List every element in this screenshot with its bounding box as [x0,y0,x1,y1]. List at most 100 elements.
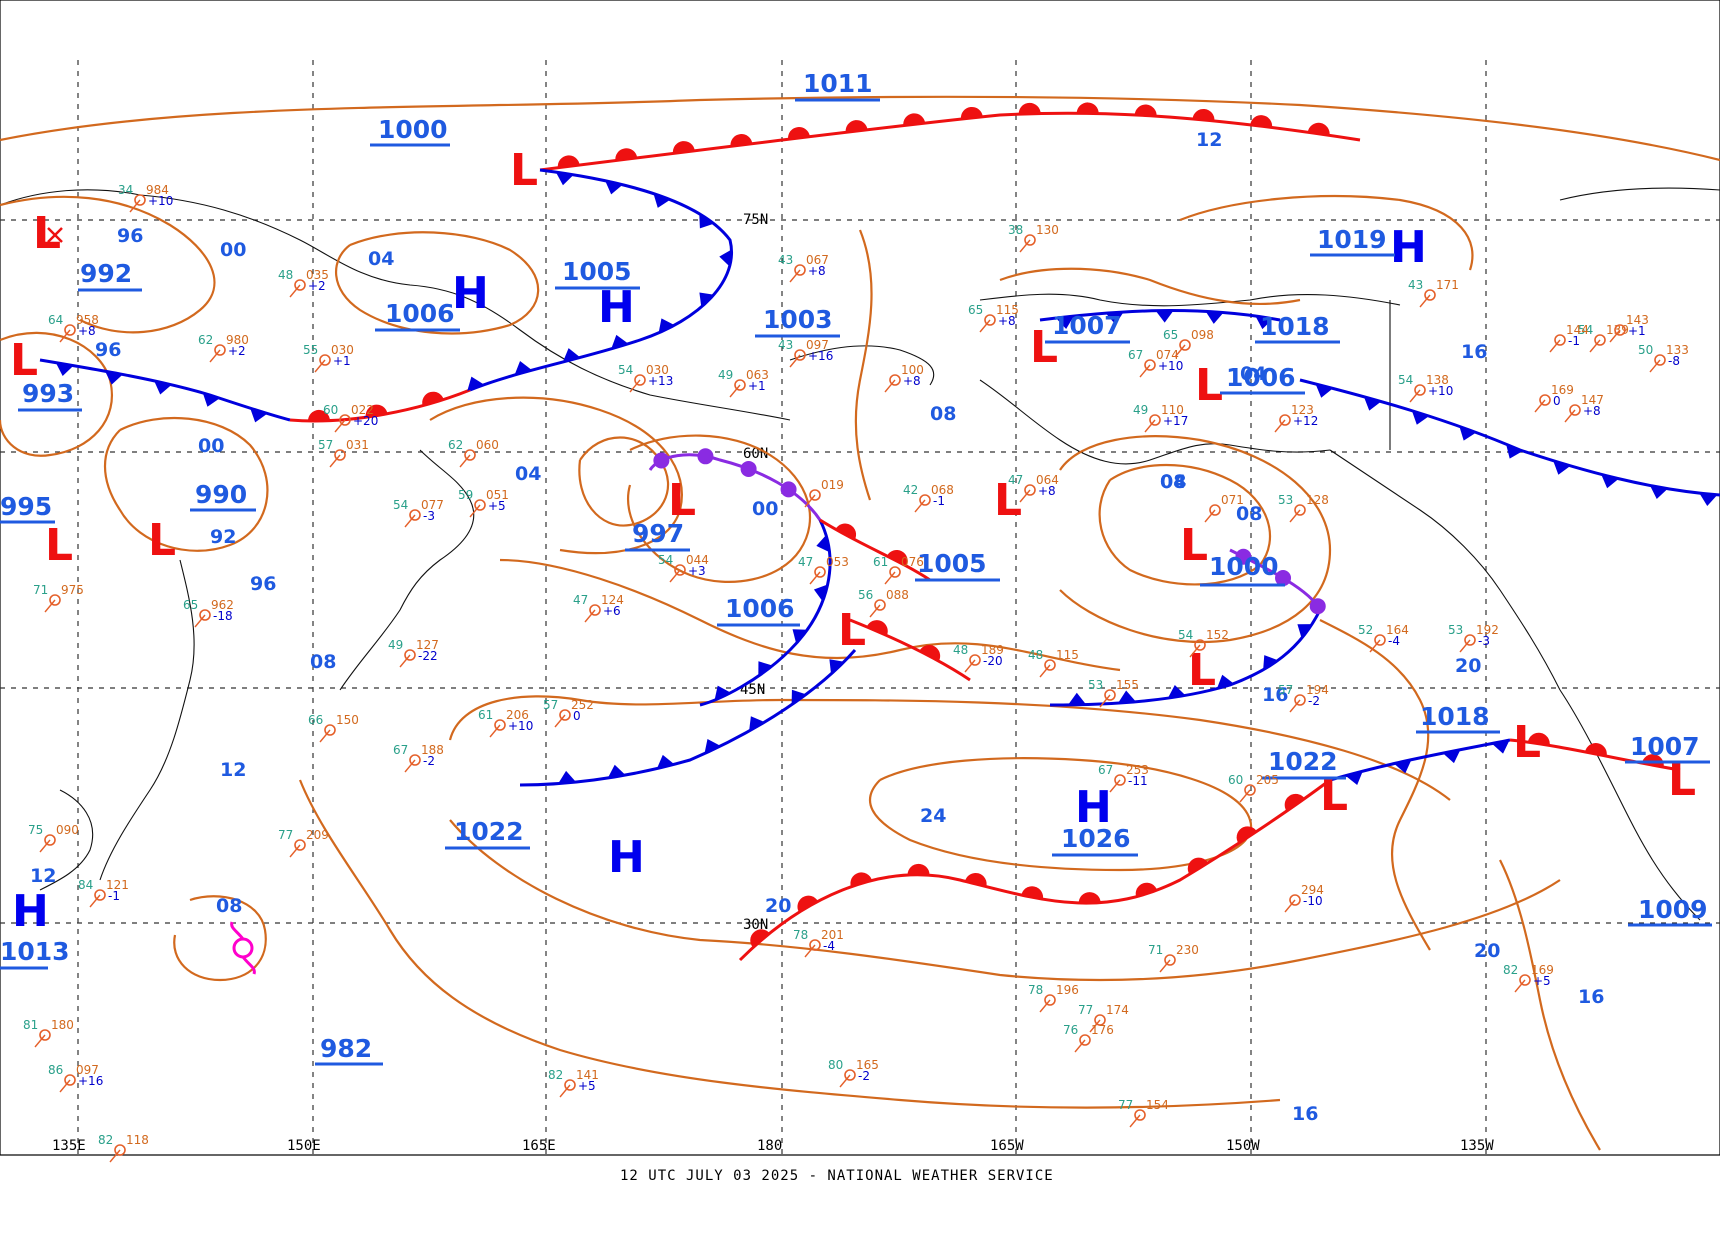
lon-label-135w: 135W [1460,1138,1494,1154]
station-pressure: 143 [1626,313,1649,327]
station-circle [674,564,686,576]
warm-front-semicircle [557,155,580,168]
station-temperature: 49 [1133,403,1148,417]
cold-front-triangle [1105,311,1124,325]
station-plot: 57 194-2 [1278,683,1329,713]
svg-text:00: 00 [752,498,778,520]
station-temperature: 43 [778,253,793,267]
station-plot: 82 118 [98,1133,149,1163]
svg-text:96: 96 [117,225,143,247]
svg-text:992: 992 [80,259,132,288]
station-plot: 49 110+17 [1133,403,1188,433]
svg-text:1011: 1011 [803,69,873,98]
warm-front-semicircle [886,549,908,566]
wind-barb [469,504,481,518]
wind-barb [314,359,326,373]
station-plot: 48 035+2 [278,268,329,298]
cold-front-symbols [714,534,830,701]
station-circle [324,724,336,736]
svg-text:1013: 1013 [0,937,70,966]
high-center: 1006 [717,594,800,627]
warm-front-aleutian [849,618,971,682]
high-center: 1003 [755,305,840,338]
station-temperature: 60 [1228,773,1243,787]
station-pressure: 068 [931,483,954,497]
station-pressure-tendency: +20 [353,414,378,428]
station-plot: 77 174 [1078,1003,1129,1033]
station-pressure-tendency: +2 [228,344,246,358]
station-pressure-tendency: +2 [308,279,326,293]
cold-front-symbols [1315,383,1718,506]
wind-barb [329,454,341,468]
station-plot: 67 253-11 [1098,763,1149,793]
station-circle [589,604,601,616]
cold-front-triangle [1055,316,1074,330]
station-plot: 43 097+16 [778,338,833,368]
station-circle [889,374,901,386]
svg-text:H: H [12,886,49,937]
warm-front-symbols [307,391,444,422]
warm-front-semicircle [1307,122,1330,136]
station-temperature: 54 [393,498,408,512]
cold-front-triangle [1553,460,1571,475]
station-pressure: 194 [1306,683,1329,697]
cold-front-triangle [1315,383,1333,398]
station-temperature: 75 [28,823,43,837]
wind-barb [869,604,881,618]
station-pressure-tendency: -3 [1478,634,1490,648]
station-pressure-tendency: +8 [808,264,826,278]
station-circle [1294,504,1306,516]
station-pressure: 115 [1056,648,1079,662]
wind-barb [884,571,896,585]
station-pressure: 147 [1581,393,1604,407]
station-pressure: 076 [901,555,924,569]
station-circle [294,279,306,291]
warm-front-semicircle [919,644,941,662]
wind-barb [1409,389,1421,403]
svg-text:1003: 1003 [763,305,833,334]
station-temperature: 57 [543,698,558,712]
wind-barb [1419,294,1431,308]
station-plot: 019 [804,478,844,508]
station-pressure: 022 [351,403,374,417]
station-plot: 65 962-18 [183,598,234,628]
low-center: L 1007 [1030,311,1130,373]
station-temperature: 38 [1008,223,1023,237]
station-pressure: 064 [1036,473,1059,487]
cold-front-triangle [55,362,74,376]
cold-front-central-2 [519,649,857,787]
station-pressure-tendency: +16 [808,349,833,363]
station-temperature: 52 [1358,623,1373,637]
svg-text:H: H [1390,222,1427,273]
wind-barb [34,1034,46,1048]
station-plot: 67 074+10 [1128,348,1183,378]
station-pressure: 188 [421,743,444,757]
station-pressure-tendency: +5 [578,1079,596,1093]
wind-barb [129,199,141,213]
station-pressure: 984 [146,183,169,197]
station-pressure-tendency: -2 [858,1069,870,1083]
svg-text:1019: 1019 [1317,225,1387,254]
station-circle [1024,234,1036,246]
station-plot: 75 090 [28,823,79,853]
wind-barb [194,614,206,628]
svg-text:1006: 1006 [725,594,795,623]
station-circle [39,1029,51,1041]
wind-barb [404,514,416,528]
station-pressure-tendency: 0 [1553,394,1561,408]
wind-barb [554,714,566,728]
wind-barb [1289,509,1301,523]
low-center: L 1005 [915,475,1022,582]
station-plot: 84 121-1 [78,878,129,908]
station-circle [1294,694,1306,706]
cold-front-triangle [1167,684,1186,699]
station-temperature: 65 [1163,328,1178,342]
station-temperature: 47 [798,555,813,569]
station-circle [44,834,56,846]
cold-front-triangle [658,318,675,334]
station-pressure: 294 [1301,883,1324,897]
station-pressure-tendency: -8 [1668,354,1680,368]
wind-barb [404,759,416,773]
station-plot: 54 044+3 [658,553,709,583]
